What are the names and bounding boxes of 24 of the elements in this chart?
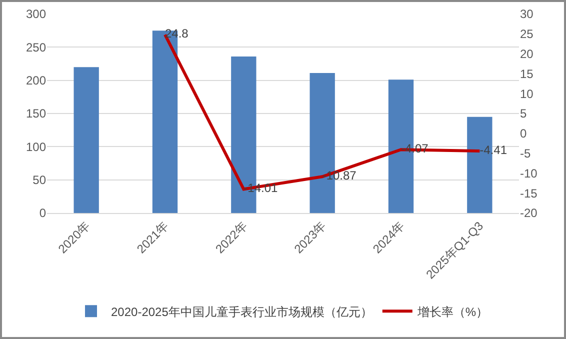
legend-label: 增长率（%） (416, 304, 488, 319)
y2-tick-label: -20 (520, 206, 538, 220)
y-tick-label: 300 (26, 7, 46, 22)
data-label: 24.8 (165, 26, 189, 41)
legend-label: 2020-2025年中国儿童手表行业市场规模（亿元） (111, 304, 372, 319)
y-tick-label: 100 (26, 140, 46, 154)
data-label: -14.01 (244, 181, 278, 196)
y2-tick-label: 25 (520, 27, 534, 42)
y2-tick-label: 20 (520, 47, 534, 61)
data-label: -4.07 (401, 142, 429, 156)
y2-tick-label: 30 (520, 7, 534, 22)
y-tick-label: 0 (39, 206, 46, 220)
y-tick-label: 150 (26, 106, 46, 121)
y-tick-label: 50 (32, 173, 46, 188)
y2-tick-label: 0 (520, 126, 527, 141)
y-tick-label: 200 (26, 74, 46, 88)
y2-tick-label: 5 (520, 106, 527, 121)
y-tick-label: 250 (26, 40, 46, 54)
y2-tick-label: 10 (520, 86, 534, 101)
y2-tick-label: -15 (520, 186, 538, 200)
bar (74, 67, 99, 213)
y2-tick-label: -5 (520, 146, 531, 160)
y2-tick-label: -10 (520, 166, 538, 180)
y2-tick-label: 15 (520, 66, 534, 81)
